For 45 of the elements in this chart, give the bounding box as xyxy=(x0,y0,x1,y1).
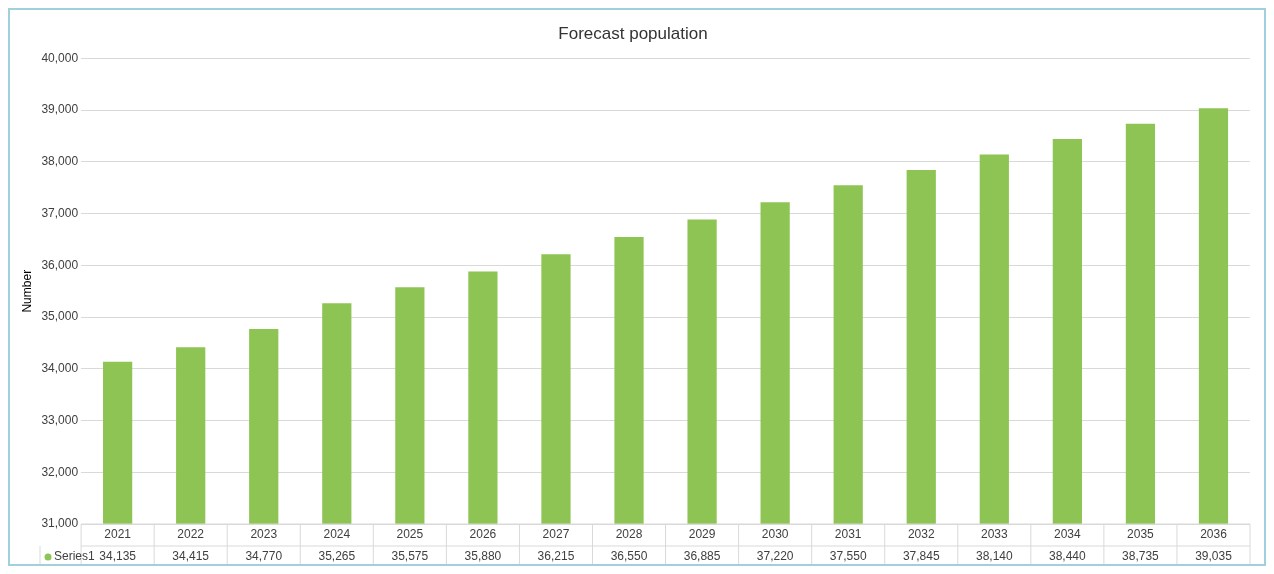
x-tick-label: 2032 xyxy=(907,527,935,542)
x-tick-label: 2029 xyxy=(688,527,716,542)
x-tick-label: 2031 xyxy=(834,527,862,542)
legend-label: Series1 xyxy=(54,549,96,564)
x-tick-label: 2021 xyxy=(104,527,132,542)
data-label: 36,550 xyxy=(610,549,648,564)
data-label: 39,035 xyxy=(1195,549,1233,564)
data-label: 34,415 xyxy=(172,549,210,564)
data-label: 36,885 xyxy=(683,549,721,564)
y-axis-title: Number xyxy=(19,269,34,313)
data-label: 37,220 xyxy=(756,549,794,564)
x-tick-label: 2030 xyxy=(761,527,789,542)
data-label: 35,575 xyxy=(391,549,429,564)
data-label: 34,770 xyxy=(245,549,283,564)
y-tick-label: 32,000 xyxy=(41,464,79,479)
y-tick-label: 39,000 xyxy=(41,102,79,117)
x-tick-label: 2022 xyxy=(177,527,205,542)
y-tick-label: 40,000 xyxy=(41,50,79,65)
data-label: 38,735 xyxy=(1122,549,1160,564)
x-tick-label: 2035 xyxy=(1127,527,1155,542)
y-tick-label: 38,000 xyxy=(41,154,79,169)
x-tick-label: 2033 xyxy=(980,527,1008,542)
x-tick-label: 2034 xyxy=(1054,527,1082,542)
x-tick-label: 2028 xyxy=(615,527,643,542)
data-label: 37,550 xyxy=(829,549,867,564)
data-label: 34,135 xyxy=(99,549,137,564)
y-tick-label: 36,000 xyxy=(41,257,79,272)
y-tick-label: 37,000 xyxy=(41,205,79,220)
y-tick-label: 33,000 xyxy=(41,412,79,427)
x-tick-label: 2027 xyxy=(542,527,570,542)
data-label: 37,845 xyxy=(902,549,940,564)
data-label: 35,265 xyxy=(318,549,356,564)
x-tick-label: 2024 xyxy=(323,527,351,542)
x-tick-label: 2023 xyxy=(250,527,278,542)
y-tick-label: 35,000 xyxy=(41,309,79,324)
chart-title: Forecast population xyxy=(558,23,708,43)
x-tick-label: 2025 xyxy=(396,527,424,542)
data-label: 36,215 xyxy=(537,549,575,564)
x-tick-label: 2036 xyxy=(1200,527,1228,542)
data-label: 38,140 xyxy=(975,549,1013,564)
x-tick-label: 2026 xyxy=(469,527,497,542)
data-label: 38,440 xyxy=(1049,549,1087,564)
data-label: 35,880 xyxy=(464,549,502,564)
y-tick-label: 31,000 xyxy=(41,516,79,531)
y-tick-label: 34,000 xyxy=(41,361,79,376)
